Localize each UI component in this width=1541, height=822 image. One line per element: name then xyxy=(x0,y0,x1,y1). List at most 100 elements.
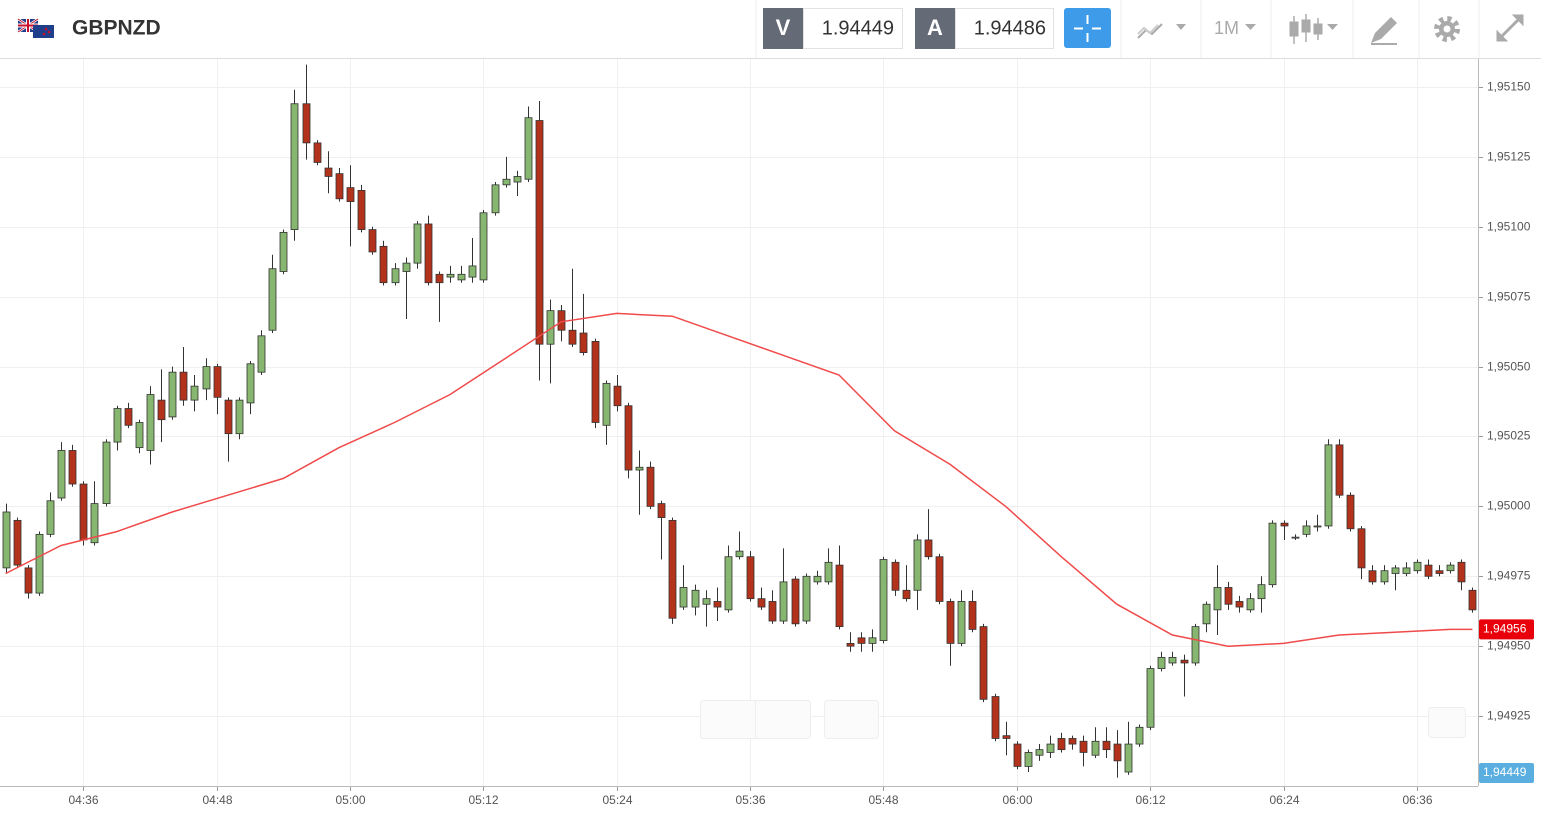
candle-body xyxy=(1091,740,1100,756)
symbol-title: GBPNZD xyxy=(72,17,161,40)
candle-body xyxy=(324,167,333,177)
candle-body xyxy=(190,385,199,401)
candle-body xyxy=(891,561,900,591)
divider xyxy=(1200,0,1202,58)
candle-body xyxy=(502,178,511,186)
y-tick-label: 1,94975 xyxy=(1487,569,1531,583)
candle-body xyxy=(679,587,688,608)
moving-average xyxy=(5,312,1473,647)
settings-button[interactable] xyxy=(1434,16,1460,42)
candle-body xyxy=(346,187,355,203)
candle-body xyxy=(335,173,344,200)
divider xyxy=(755,0,757,58)
candle-body xyxy=(991,696,1000,739)
candle-body xyxy=(1424,564,1433,577)
candle-body xyxy=(513,176,522,183)
candle-body xyxy=(979,626,988,700)
candle-body xyxy=(646,466,655,507)
ask-button[interactable] xyxy=(915,8,955,49)
candle-body xyxy=(968,601,977,630)
bid-price-tag xyxy=(1479,763,1534,783)
candle-body xyxy=(1435,570,1444,574)
y-tick-label: 1,95000 xyxy=(1487,499,1531,513)
bid-label: V xyxy=(776,15,791,40)
candle-body xyxy=(179,371,188,401)
y-tick-label: 1,95125 xyxy=(1487,150,1531,164)
crosshair-button[interactable] xyxy=(1064,8,1111,48)
candle-body xyxy=(491,184,500,214)
candle-body xyxy=(424,223,433,284)
candle-body xyxy=(1302,525,1311,535)
candle-body xyxy=(268,268,277,331)
candle-body xyxy=(1135,726,1144,745)
candle-body xyxy=(68,450,77,485)
candle-body xyxy=(379,245,388,284)
candle-body xyxy=(735,550,744,558)
candle-body xyxy=(668,519,677,619)
candle-body xyxy=(1346,494,1355,530)
candle-body xyxy=(879,559,888,641)
x-tick-label: 06:12 xyxy=(1135,793,1165,807)
candle-body xyxy=(290,103,299,230)
candle-body xyxy=(746,556,755,600)
candle-body xyxy=(1157,656,1166,669)
candle-body xyxy=(1002,735,1011,739)
candle-body xyxy=(402,262,411,272)
candle-body xyxy=(46,500,55,535)
candle-body xyxy=(546,310,555,345)
candle-body xyxy=(24,567,33,594)
y-tick-label: 1,94950 xyxy=(1487,639,1531,653)
candle-body xyxy=(57,450,66,499)
bid-button[interactable] xyxy=(763,8,803,49)
x-tick-label: 05:00 xyxy=(335,793,365,807)
y-tick-label: 1,95025 xyxy=(1487,429,1531,443)
candle-body xyxy=(79,483,88,541)
candle-body xyxy=(1446,564,1455,572)
candle-body xyxy=(1146,668,1155,728)
divider xyxy=(1418,0,1420,58)
candle-body xyxy=(591,341,600,423)
candle-body xyxy=(1468,589,1477,611)
candle-body xyxy=(1380,570,1389,583)
zoom-controls[interactable] xyxy=(700,700,1466,739)
bid-price-label: 1,94449 xyxy=(1483,765,1527,779)
candle-body xyxy=(413,223,422,264)
x-tick-label: 05:48 xyxy=(868,793,898,807)
divider xyxy=(1478,0,1480,58)
candle-body xyxy=(1168,656,1177,664)
divider xyxy=(1270,0,1272,58)
candle-body xyxy=(279,231,288,272)
candle-body xyxy=(802,575,811,622)
candle-body xyxy=(1402,567,1411,574)
candle-body xyxy=(579,332,588,353)
candle-body xyxy=(302,103,311,144)
candle-body xyxy=(1246,598,1255,611)
candle-body xyxy=(1257,584,1266,600)
candle-body xyxy=(1335,444,1344,496)
x-tick-label: 04:36 xyxy=(68,793,98,807)
candle-body xyxy=(957,601,966,644)
candle-body xyxy=(1313,525,1322,528)
candle-body xyxy=(1024,752,1033,767)
indicator-button[interactable] xyxy=(1137,23,1186,39)
candle-body xyxy=(113,408,122,443)
x-tick-label: 06:00 xyxy=(1002,793,1032,807)
candle-body xyxy=(846,642,855,647)
timeframe[interactable]: 1M xyxy=(1214,18,1239,38)
fullscreen-button[interactable] xyxy=(1496,14,1524,42)
draw-button[interactable] xyxy=(1371,17,1397,45)
candle-body xyxy=(357,190,366,230)
candle-body xyxy=(935,556,944,602)
y-tick-label: 1,95150 xyxy=(1487,80,1531,94)
candle-body xyxy=(724,556,733,611)
candle-body xyxy=(202,366,211,390)
candle-body xyxy=(1224,587,1233,605)
candle-body xyxy=(791,578,800,625)
last-price-tag xyxy=(1479,619,1534,640)
x-tick-label: 05:36 xyxy=(735,793,765,807)
candle-body xyxy=(835,564,844,628)
chart-type-button[interactable] xyxy=(1289,14,1338,44)
candle-body xyxy=(1180,659,1189,664)
candle-body xyxy=(391,268,400,284)
x-tick-label: 05:24 xyxy=(602,793,632,807)
